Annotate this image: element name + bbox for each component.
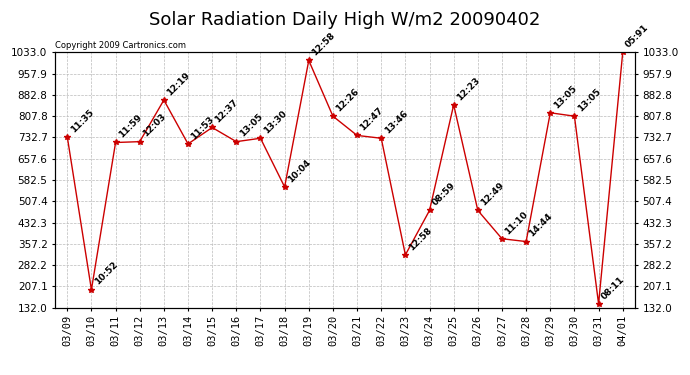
Text: 13:05: 13:05 [552,84,578,110]
Text: 12:26: 12:26 [335,87,361,113]
Text: 11:53: 11:53 [190,114,216,141]
Text: 13:05: 13:05 [238,112,264,139]
Text: 12:37: 12:37 [214,98,240,125]
Text: 08:11: 08:11 [600,274,627,301]
Text: 10:04: 10:04 [286,158,313,184]
Text: 12:03: 12:03 [141,112,168,139]
Text: 12:19: 12:19 [166,70,192,97]
Text: 13:05: 13:05 [576,87,602,113]
Text: 11:35: 11:35 [69,108,95,134]
Text: Solar Radiation Daily High W/m2 20090402: Solar Radiation Daily High W/m2 20090402 [149,11,541,29]
Text: 12:47: 12:47 [359,106,385,133]
Text: 14:44: 14:44 [528,212,554,239]
Text: 08:59: 08:59 [431,181,457,208]
Text: 12:49: 12:49 [480,181,506,208]
Text: 12:23: 12:23 [455,75,482,102]
Text: 05:91: 05:91 [624,23,651,50]
Text: 12:58: 12:58 [407,225,433,252]
Text: Copyright 2009 Cartronics.com: Copyright 2009 Cartronics.com [55,41,186,50]
Text: 13:30: 13:30 [262,109,288,135]
Text: 10:52: 10:52 [93,260,119,287]
Text: 11:59: 11:59 [117,113,144,140]
Text: 12:58: 12:58 [310,31,337,58]
Text: 11:10: 11:10 [504,209,530,236]
Text: 13:46: 13:46 [383,109,409,135]
